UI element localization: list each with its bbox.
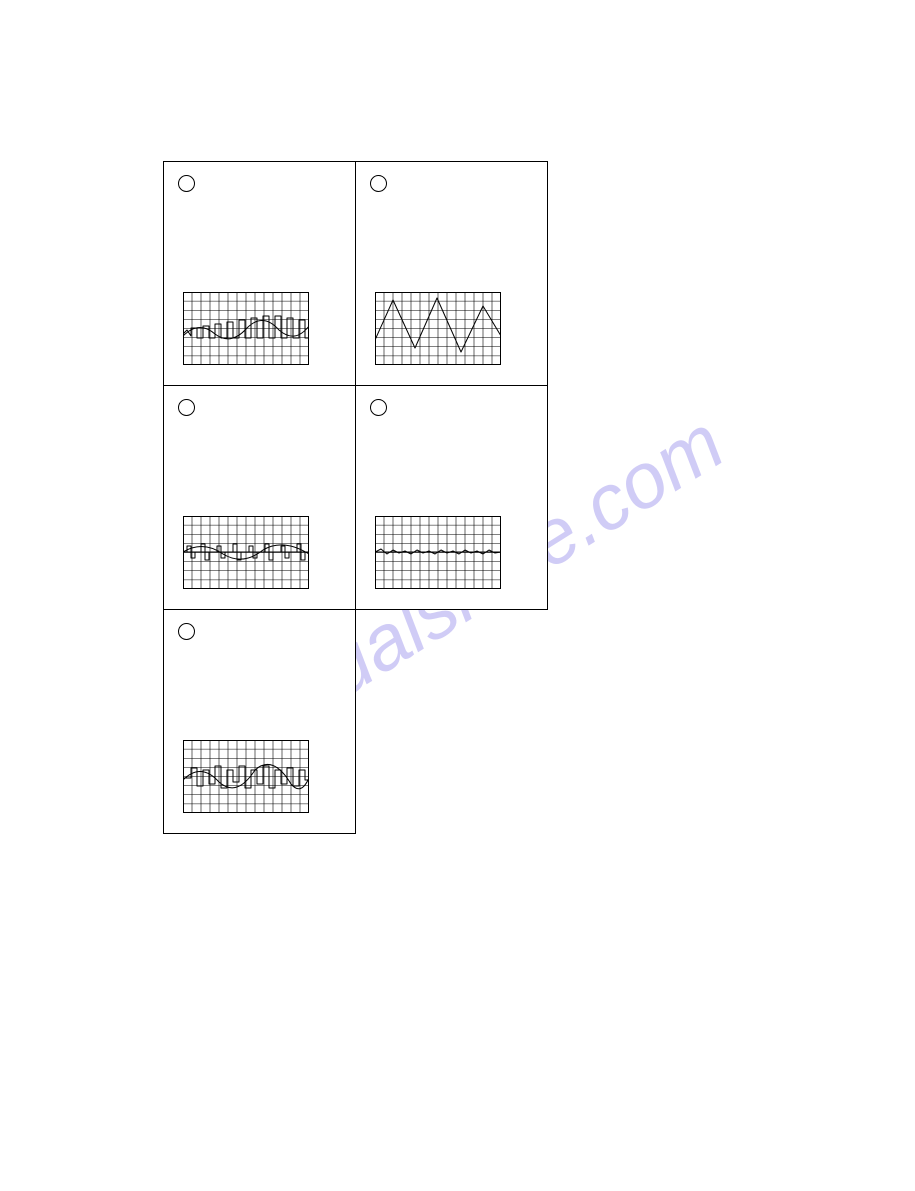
waveform-preview [183, 740, 309, 813]
waveform-preview [183, 292, 309, 365]
page: manualshive.com [0, 0, 915, 1191]
radio-circle-icon[interactable] [370, 175, 387, 192]
radio-circle-icon[interactable] [178, 399, 195, 416]
radio-circle-icon[interactable] [178, 623, 195, 640]
waveform-preview [375, 516, 501, 589]
radio-circle-icon[interactable] [178, 175, 195, 192]
waveform-preview [183, 516, 309, 589]
waveform-option-cell[interactable] [355, 385, 548, 610]
waveform-option-cell[interactable] [355, 161, 548, 386]
radio-circle-icon[interactable] [370, 399, 387, 416]
waveform-option-cell[interactable] [163, 385, 356, 610]
waveform-option-cell[interactable] [163, 609, 356, 834]
waveform-preview [375, 292, 501, 365]
waveform-option-cell[interactable] [163, 161, 356, 386]
